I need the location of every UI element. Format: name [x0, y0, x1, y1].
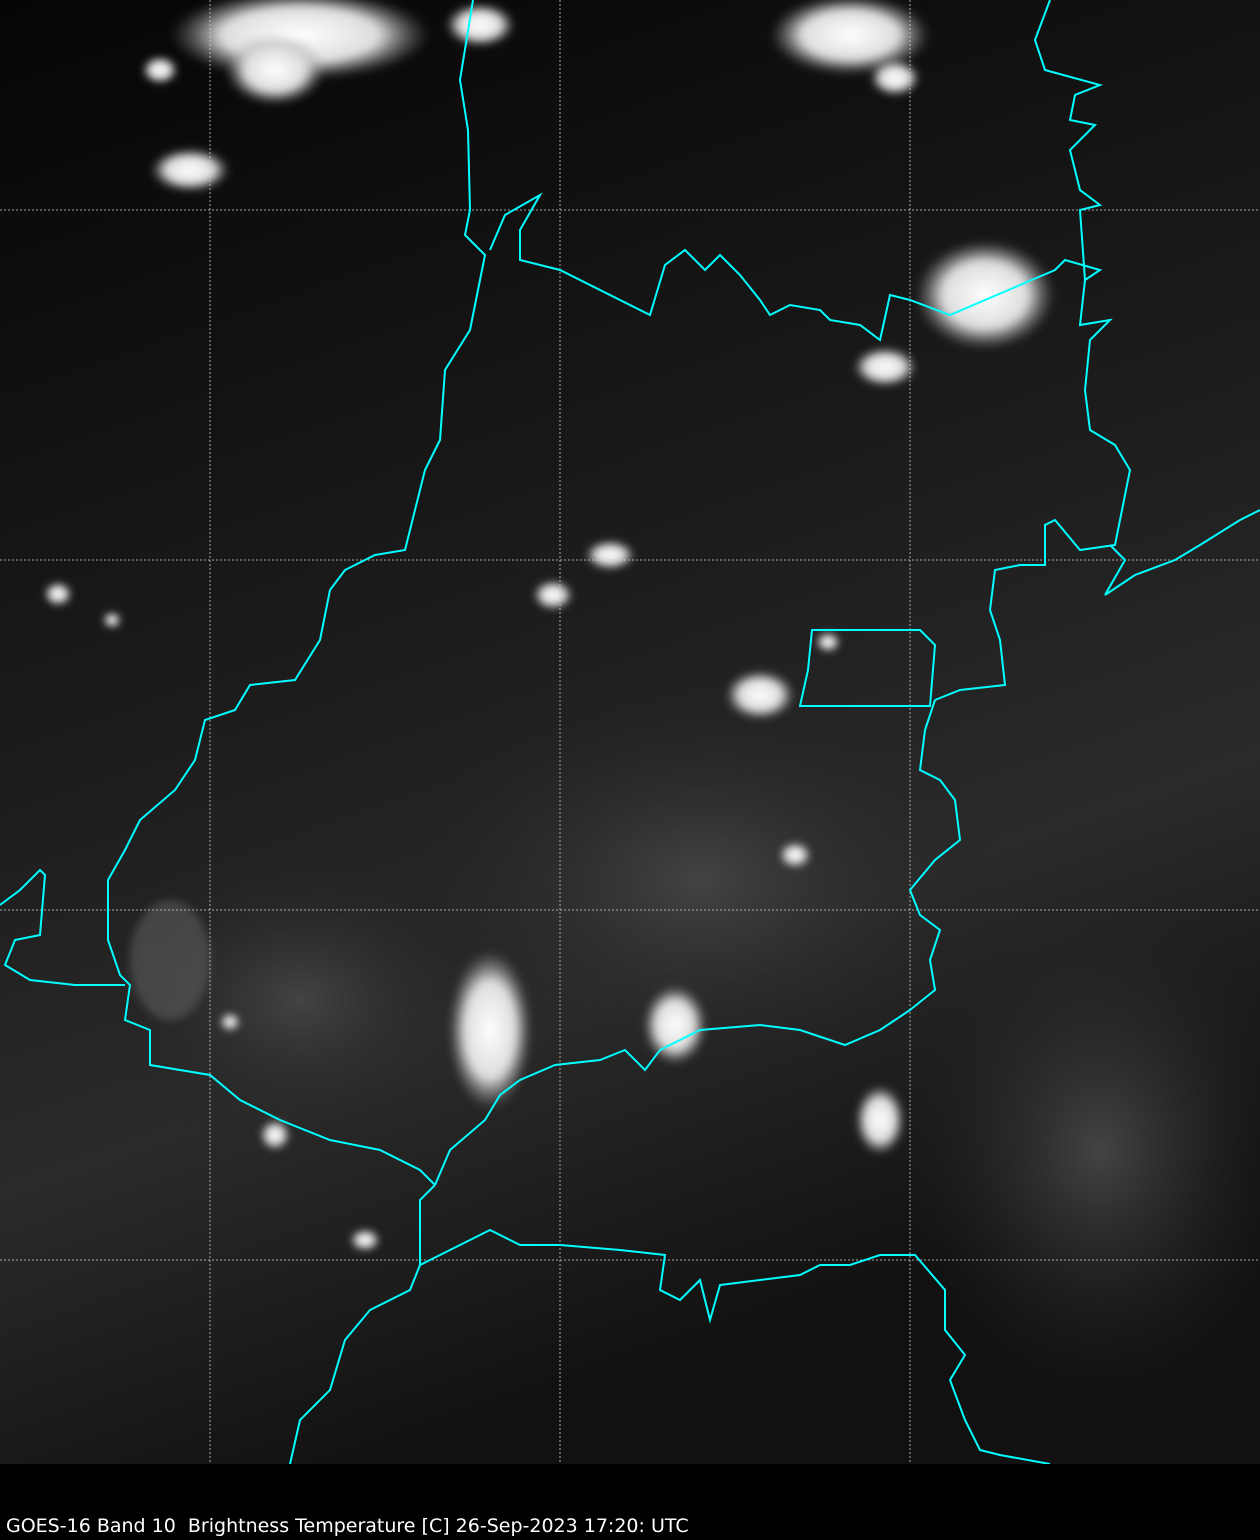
state-borders [0, 0, 1260, 1464]
lat-lon-grid [0, 0, 1260, 1464]
haze-layer [100, 680, 1260, 1400]
clouds [44, 0, 1055, 1251]
satellite-image [0, 0, 1260, 1464]
image-caption: GOES-16 Band 10 Brightness Temperature [… [6, 1515, 689, 1537]
